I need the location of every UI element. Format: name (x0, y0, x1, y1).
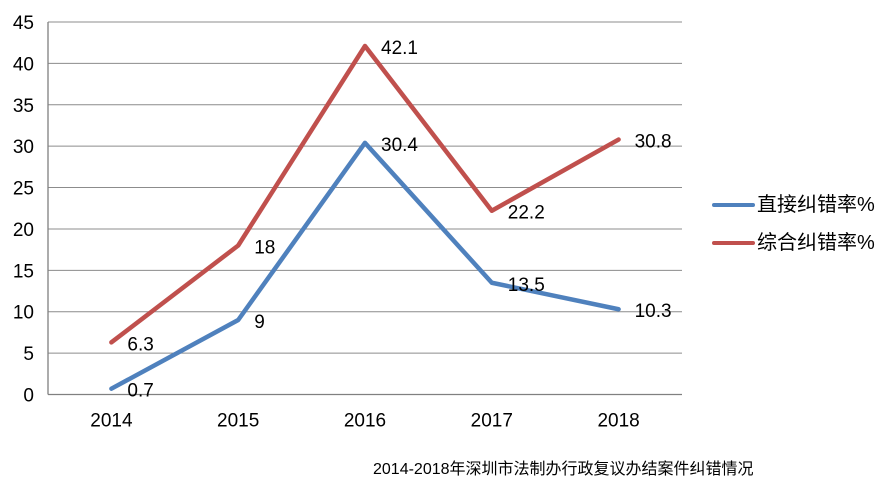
data-label: 18 (254, 238, 275, 259)
legend-item-direct-rate: 直接纠错率% (712, 192, 875, 218)
data-label: 30.8 (635, 132, 672, 153)
data-label: 6.3 (127, 334, 153, 355)
y-axis-tick-label: 20 (13, 220, 34, 241)
legend-line-sample-blue (712, 202, 755, 208)
y-axis-tick-label: 0 (23, 386, 34, 407)
x-axis-tick-label: 2018 (597, 411, 639, 432)
y-axis-tick-label: 25 (13, 179, 34, 200)
y-axis-tick-label: 5 (23, 344, 34, 365)
data-label: 13.5 (508, 275, 545, 296)
x-axis-tick-label: 2014 (90, 411, 133, 432)
data-label: 10.3 (635, 301, 672, 322)
x-axis-tick-label: 2015 (217, 411, 259, 432)
y-axis-tick-label: 35 (13, 96, 34, 117)
legend-item-comprehensive-rate: 综合纠错率% (712, 230, 875, 256)
data-label: 30.4 (381, 135, 418, 156)
chart-title: 2014-2018年深圳市法制办行政复议办结案件纠错情况 (373, 461, 754, 478)
y-axis-tick-label: 10 (13, 303, 34, 324)
series-line-0 (109, 140, 621, 391)
legend-label-comprehensive-rate: 综合纠错率% (757, 232, 875, 254)
y-axis-tick-label: 30 (13, 137, 34, 158)
data-label: 22.2 (508, 203, 545, 224)
y-axis-tick-label: 15 (13, 261, 34, 282)
data-label: 9 (254, 312, 265, 333)
x-axis-tick-label: 2017 (471, 411, 513, 432)
legend-line-sample-red (712, 240, 755, 246)
data-label: 42.1 (381, 38, 418, 59)
series-line-1 (109, 43, 621, 345)
data-label: 0.7 (127, 381, 153, 402)
x-axis-tick-label: 2016 (344, 411, 386, 432)
legend: 直接纠错率% 综合纠错率% (712, 192, 875, 268)
y-axis-tick-label: 45 (13, 13, 34, 34)
legend-label-direct-rate: 直接纠错率% (757, 194, 875, 216)
y-axis-tick-label: 40 (13, 54, 34, 75)
